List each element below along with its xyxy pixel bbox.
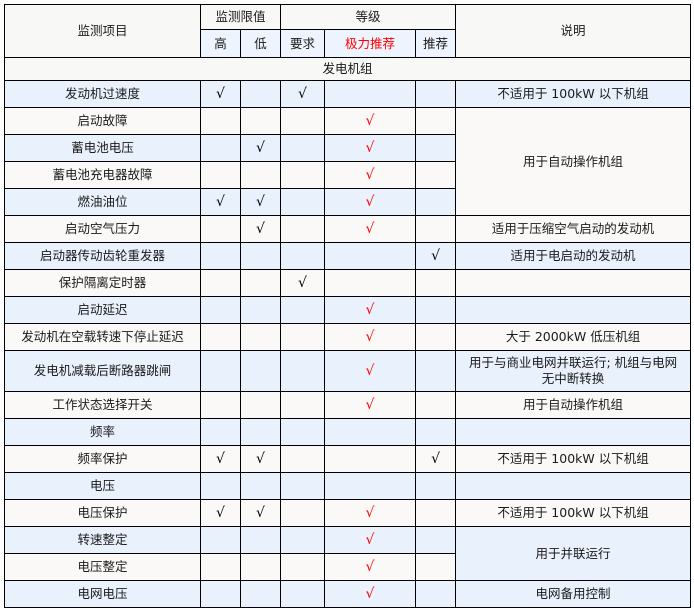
table-row: 燃油油位 √ √ √ — [4, 188, 691, 216]
header-limit-group: 监测限值 — [199, 4, 282, 30]
row-description: 用于自动操作机组 — [455, 107, 692, 216]
check-low: √ — [256, 505, 265, 522]
row-description: 不适用于 100kW 以下机组 — [455, 80, 692, 108]
table-row: 蓄电池电压 √ √ — [4, 134, 691, 162]
section-row-generator-set: 发电机组 — [3, 57, 692, 81]
check-low: √ — [256, 221, 265, 238]
row-description: 不适用于 100kW 以下机组 — [455, 499, 692, 527]
row-description — [455, 296, 692, 324]
check-strongly-recommended: √ — [365, 194, 375, 211]
row-item: 转速整定 — [4, 526, 201, 554]
table-row: 发动机过速度 √ √ 不适用于 100kW 以下机组 — [4, 80, 692, 108]
check-strongly-recommended: √ — [365, 140, 375, 157]
check-recommended: √ — [431, 248, 440, 265]
section-title: 发电机组 — [3, 57, 692, 81]
row-item: 频率保护 — [4, 445, 201, 473]
check-high: √ — [216, 505, 225, 522]
header-description: 说明 — [455, 4, 692, 58]
row-item: 电压保护 — [4, 499, 201, 527]
row-item: 启动空气压力 — [4, 215, 201, 243]
row-item: 启动延迟 — [4, 296, 201, 324]
row-item: 工作状态选择开关 — [4, 391, 201, 419]
row-item: 燃油油位 — [4, 188, 201, 216]
row-description: 用于自动操作机组 — [455, 391, 692, 419]
check-strongly-recommended: √ — [365, 329, 375, 346]
table-row: 蓄电池充电器故障 √ — [4, 161, 691, 189]
row-description: 电网备用控制 — [455, 580, 692, 608]
row-description: 大于 2000kW 低压机组 — [455, 323, 692, 351]
row-description: 适用于电启动的发动机 — [455, 242, 692, 270]
monitor-table-container: 监测项目 监测限值 等级 说明 高 低 要求 极力推荐 推荐 发电机组 发动机过… — [3, 4, 692, 608]
table-row: 工作状态选择开关 √ 用于自动操作机组 — [4, 391, 692, 419]
row-item: 蓄电池充电器故障 — [4, 161, 201, 189]
row-item: 启动故障 — [4, 107, 201, 135]
header-high: 高 — [200, 29, 241, 58]
header-level-group: 等级 — [280, 4, 457, 30]
check-strongly-recommended: √ — [365, 302, 375, 319]
header-item: 监测项目 — [4, 4, 201, 58]
row-description — [455, 269, 692, 297]
check-strongly-recommended: √ — [365, 363, 375, 380]
check-strongly-recommended: √ — [365, 505, 375, 522]
row-description — [455, 418, 692, 446]
check-strongly-recommended: √ — [365, 586, 375, 603]
check-high: √ — [216, 451, 225, 468]
row-description: 不适用于 100kW 以下机组 — [455, 445, 692, 473]
table-row: 电压保护 √ √ √ 不适用于 100kW 以下机组 — [4, 499, 692, 527]
check-low: √ — [256, 140, 265, 157]
row-item: 频率 — [4, 418, 201, 446]
row-item: 保护隔离定时器 — [4, 269, 201, 297]
table-row: 保护隔离定时器 √ — [4, 269, 692, 297]
table-row: 发动机在空载转速下停止延迟 √ 大于 2000kW 低压机组 — [4, 323, 692, 351]
check-high: √ — [216, 194, 225, 211]
check-strongly-recommended: √ — [365, 167, 375, 184]
row-description: 适用于压缩空气启动的发动机 — [455, 215, 692, 243]
row-item: 发电机减载后断路器跳闸 — [4, 350, 201, 392]
check-strongly-recommended: √ — [365, 221, 375, 238]
check-recommended: √ — [431, 451, 440, 468]
table-row: 频率保护 √ √ √ 不适用于 100kW 以下机组 — [4, 445, 692, 473]
row-item: 蓄电池电压 — [4, 134, 201, 162]
table-row: 频率 — [4, 418, 692, 446]
check-high: √ — [216, 86, 225, 103]
row-item: 电网电压 — [4, 580, 201, 608]
table-row: 电压 — [4, 472, 692, 500]
check-required: √ — [298, 86, 307, 103]
row-description: 用于与商业电网并联运行; 机组与电网 无中断转换 — [455, 350, 692, 392]
row-description: 用于并联运行 — [455, 526, 692, 581]
table-row: 启动空气压力 √ √ 适用于压缩空气启动的发动机 — [4, 215, 692, 243]
row-description — [455, 472, 692, 500]
table-row: 启动故障 √ 用于自动操作机组 — [4, 107, 692, 216]
generator-monitoring-table: 监测项目 监测限值 等级 说明 高 低 要求 极力推荐 推荐 发电机组 发动机过… — [3, 4, 692, 608]
row-description-line1: 用于与商业电网并联运行; 机组与电网 — [468, 355, 678, 371]
row-description-line2: 无中断转换 — [541, 371, 605, 386]
row-item: 电压 — [4, 472, 201, 500]
table-row: 发电机减载后断路器跳闸 √ 用于与商业电网并联运行; 机组与电网 无中断转换 — [4, 350, 692, 392]
check-low: √ — [256, 451, 265, 468]
header-low: 低 — [239, 29, 282, 58]
table-header-row-sub: 高 低 要求 极力推荐 推荐 — [5, 29, 691, 58]
check-strongly-recommended: √ — [365, 397, 375, 414]
row-item: 发动机在空载转速下停止延迟 — [4, 323, 201, 351]
header-recommended: 推荐 — [415, 29, 457, 58]
table-row: 电网电压 √ 电网备用控制 — [4, 580, 692, 608]
table-header-row-top: 监测项目 监测限值 等级 说明 — [4, 4, 692, 58]
check-required: √ — [298, 275, 307, 292]
check-strongly-recommended: √ — [365, 532, 375, 549]
header-strongly-recommended: 极力推荐 — [324, 29, 417, 58]
check-strongly-recommended: √ — [365, 113, 375, 130]
header-required: 要求 — [280, 29, 326, 58]
table-row: 启动延迟 √ — [4, 296, 692, 324]
table-row: 转速整定 √ 用于并联运行 — [4, 526, 692, 581]
check-low: √ — [256, 194, 265, 211]
table-row: 启动器传动齿轮重发器 √ 适用于电启动的发动机 — [4, 242, 692, 270]
check-strongly-recommended: √ — [365, 559, 375, 576]
row-item: 启动器传动齿轮重发器 — [4, 242, 201, 270]
row-item: 发动机过速度 — [4, 80, 201, 108]
